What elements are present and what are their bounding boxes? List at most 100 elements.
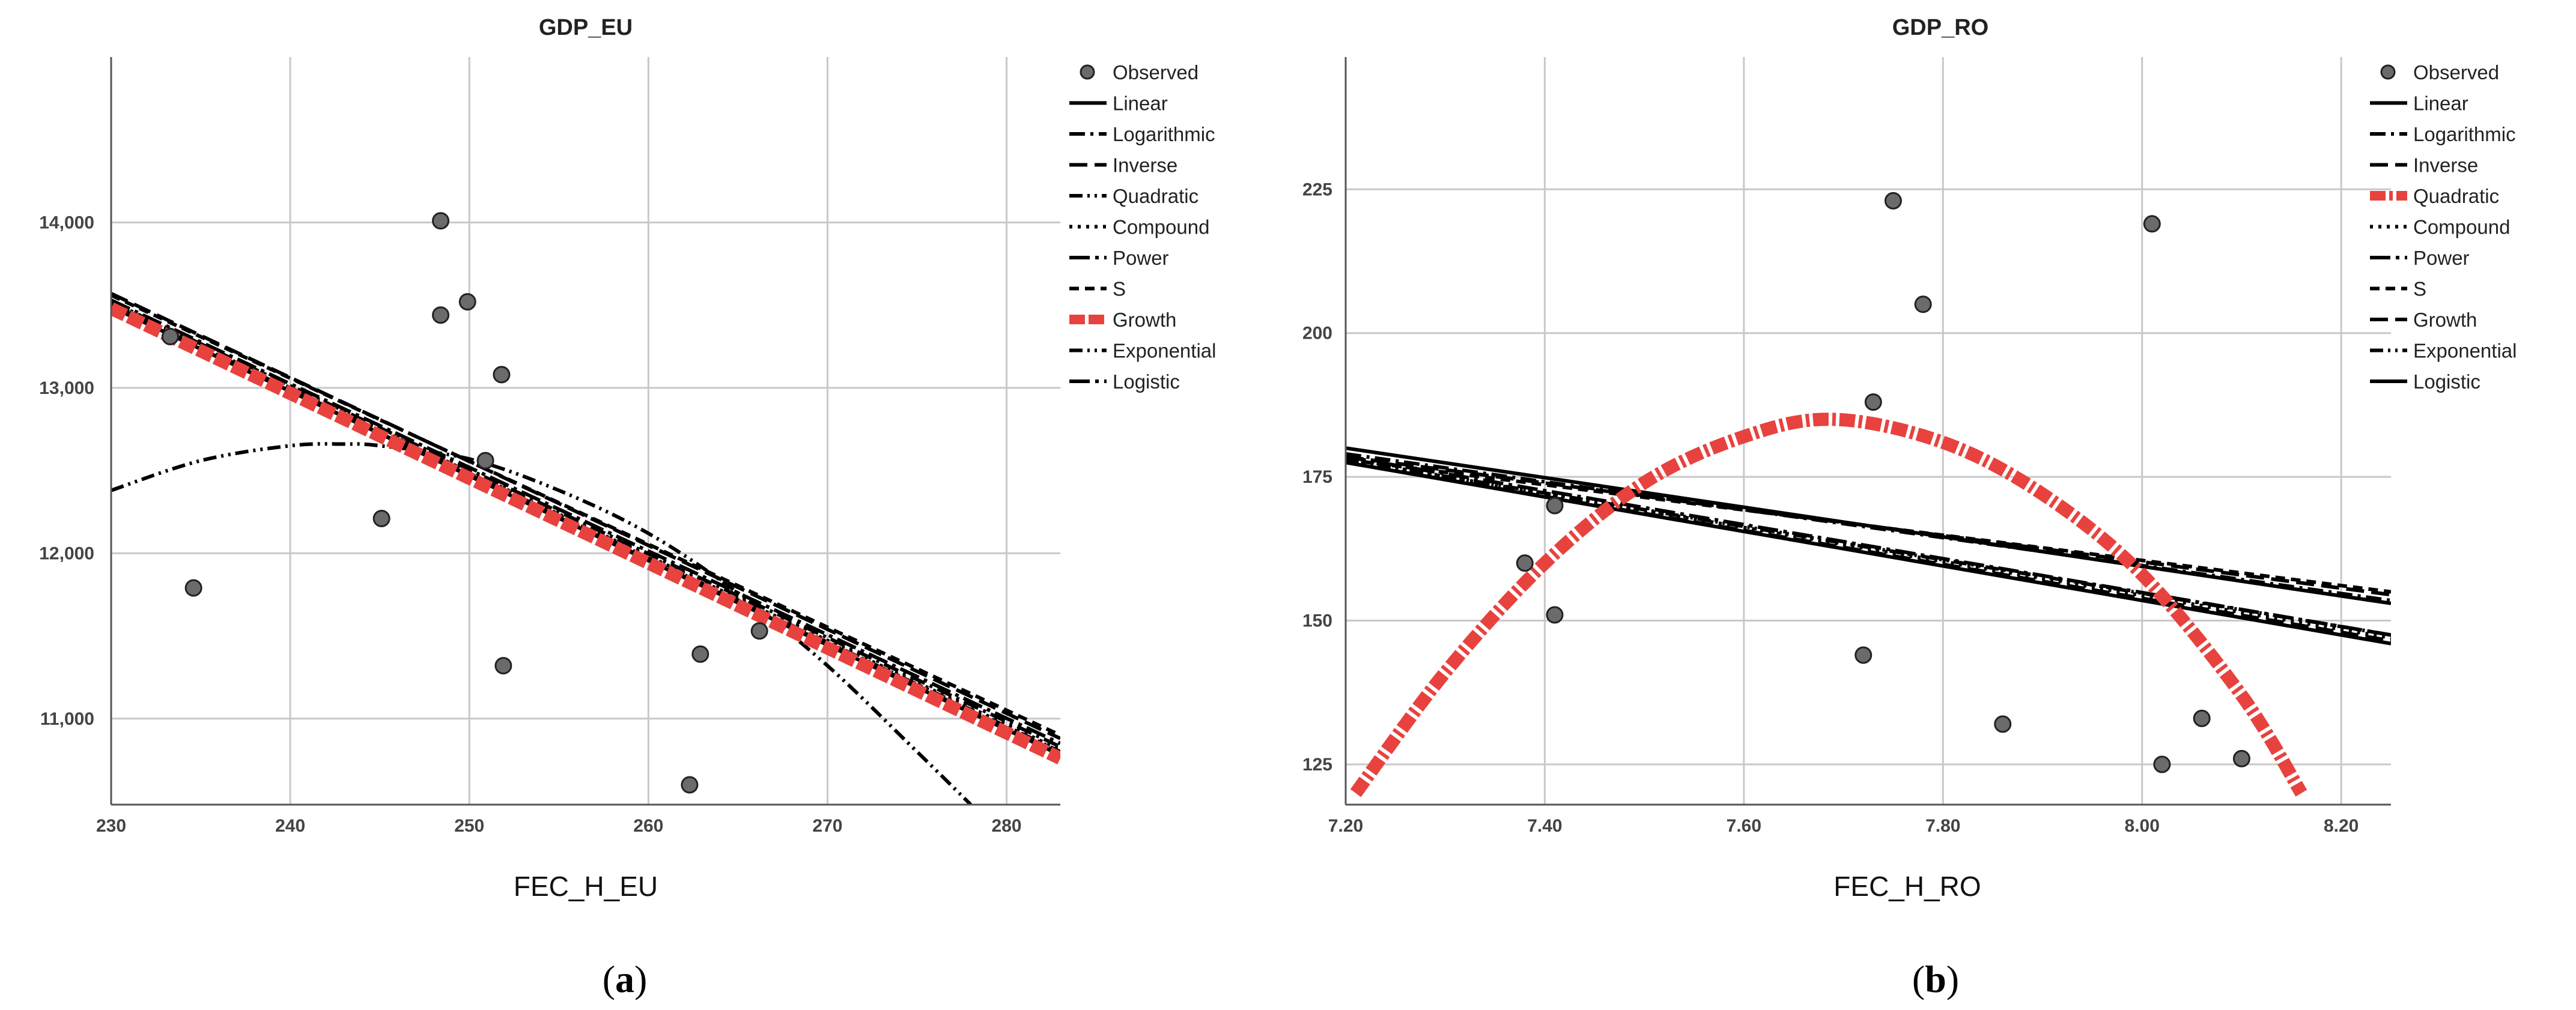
legend-label: Power — [2413, 247, 2470, 269]
y-tick-label: 200 — [1302, 324, 1332, 343]
panel-caption-letter: a — [615, 958, 634, 1000]
x-axis-label: FEC_H_RO — [1833, 871, 1981, 902]
x-axis-label: FEC_H_EU — [514, 871, 658, 902]
legend-item-quadratic: Quadratic — [2370, 185, 2499, 207]
x-tick-label: 8.20 — [2324, 816, 2359, 836]
legend-label: Linear — [1113, 92, 1168, 115]
x-tick-label: 7.60 — [1727, 816, 1761, 836]
legend-label: Exponential — [1113, 340, 1216, 362]
y-tick-label: 14,000 — [39, 213, 94, 232]
legend-item-linear: Linear — [2370, 92, 2468, 115]
observed-point — [1546, 497, 1564, 515]
observed-point — [1884, 192, 1902, 210]
observed-point — [432, 212, 450, 230]
x-tick-label: 270 — [812, 816, 842, 836]
panel-gdp-ro: 7.20 7.40 7.60 7.80 8.00 8.20125150175200225 … — [1302, 15, 2517, 1000]
y-tick-label: 225 — [1302, 180, 1332, 199]
panel-caption: (a) — [603, 958, 648, 1000]
fit-line-logarithmic — [111, 300, 1060, 749]
observed-point — [1914, 295, 1932, 313]
y-tick-label: 125 — [1302, 755, 1332, 775]
legend-label: Logarithmic — [2413, 123, 2516, 145]
y-tick-label: 12,000 — [39, 543, 94, 563]
observed-point — [2153, 755, 2171, 773]
observed-point — [493, 366, 511, 384]
legend-label: Inverse — [1113, 154, 1177, 177]
chart-title: GDP_EU — [539, 15, 633, 40]
x-tick-label: 7.20 — [1328, 816, 1363, 836]
panel-gdp-eu: 230 240 250 260 270 280 11,000 12,000 13,000 14,0… — [39, 15, 1216, 1000]
legend-label: Growth — [2413, 309, 2477, 331]
plot-area — [1346, 57, 2391, 805]
legend-item-observed: Observed — [1080, 61, 1198, 83]
legend-item-growth: Growth — [1069, 309, 1176, 331]
fit-line-growth — [111, 302, 1060, 764]
legend-item-quadratic: Quadratic — [1069, 185, 1198, 207]
observed-point — [372, 509, 390, 527]
fit-line-linear — [1346, 446, 2391, 605]
fit-line-logistic — [1346, 461, 2391, 646]
fit-line-power — [111, 298, 1060, 745]
legend-item-compound: Compound — [2370, 216, 2510, 238]
legend-label: Exponential — [2413, 340, 2517, 362]
x-tick-label: 250 — [454, 816, 484, 836]
y-tick-label: 11,000 — [40, 709, 94, 729]
legend-marker — [1080, 64, 1095, 80]
legend-label: Growth — [1113, 309, 1176, 331]
fit-lines — [111, 292, 1060, 805]
legend-label: Quadratic — [1113, 185, 1198, 207]
x-tick-label: 7.40 — [1527, 816, 1562, 836]
panel-caption-letter: b — [1925, 958, 1946, 1000]
legend-item-exponential: Exponential — [2370, 340, 2517, 362]
legend-item-exponential: Exponential — [1069, 340, 1216, 362]
fit-line-exponential — [1346, 458, 2391, 637]
legend-item-logarithmic: Logarithmic — [1069, 123, 1215, 145]
observed-points — [161, 212, 768, 794]
fit-line-quadratic — [1350, 413, 2307, 797]
legend-label: S — [1113, 278, 1126, 300]
legend-item-inverse: Inverse — [2370, 154, 2478, 177]
legend-item-logistic: Logistic — [1069, 370, 1180, 393]
y-tick-label: 175 — [1302, 467, 1332, 487]
x-tick-label: 240 — [275, 816, 305, 836]
y-tick-label: 150 — [1302, 611, 1332, 631]
y-tick-label: 13,000 — [39, 378, 94, 398]
legend-label: Logistic — [2413, 370, 2480, 393]
legend: Observed Linear Logarithmic Inverse Quadrati… — [2370, 61, 2517, 393]
legend-label: S — [2413, 278, 2426, 300]
fit-line-inverse — [111, 292, 1060, 740]
observed-point — [2143, 215, 2161, 233]
legend-item-inverse: Inverse — [1069, 154, 1177, 177]
legend-label: Inverse — [2413, 154, 2478, 177]
legend-label: Observed — [1113, 61, 1198, 83]
legend-marker — [2380, 64, 2396, 80]
legend-label: Compound — [1113, 216, 1209, 238]
legend-label: Observed — [2413, 61, 2499, 83]
legend-item-linear: Linear — [1069, 92, 1168, 115]
legend-label: Compound — [2413, 216, 2510, 238]
observed-point — [476, 452, 494, 470]
legend-item-power: Power — [1069, 247, 1169, 269]
legend: Observed Linear Logarithmic Inverse Quadrati… — [1069, 61, 1216, 393]
observed-point — [1546, 606, 1564, 624]
legend-label: Power — [1113, 247, 1169, 269]
gridlines — [1346, 57, 2391, 805]
observed-point — [750, 622, 768, 640]
observed-point — [494, 657, 512, 675]
observed-point — [184, 579, 202, 597]
legend-item-compound: Compound — [1069, 216, 1209, 238]
fit-line-s — [111, 293, 1060, 737]
legend-label: Quadratic — [2413, 185, 2499, 207]
observed-point — [2232, 749, 2250, 767]
axes — [1344, 57, 2391, 806]
observed-point — [1994, 715, 2012, 733]
tick-labels: 230 240 250 260 270 280 11,000 12,000 13,000 14,0… — [39, 213, 1021, 836]
legend-item-s: S — [1069, 278, 1126, 300]
x-tick-label: 7.80 — [1925, 816, 1960, 836]
observed-point — [458, 293, 476, 311]
fit-line-s — [1346, 458, 2391, 594]
legend-label: Logarithmic — [1113, 123, 1215, 145]
tick-labels: 7.20 7.40 7.60 7.80 8.00 8.20 125 150 175 200 225 — [1302, 180, 2359, 836]
fit-lines — [1346, 413, 2391, 797]
fit-line-quadratic — [111, 442, 973, 805]
